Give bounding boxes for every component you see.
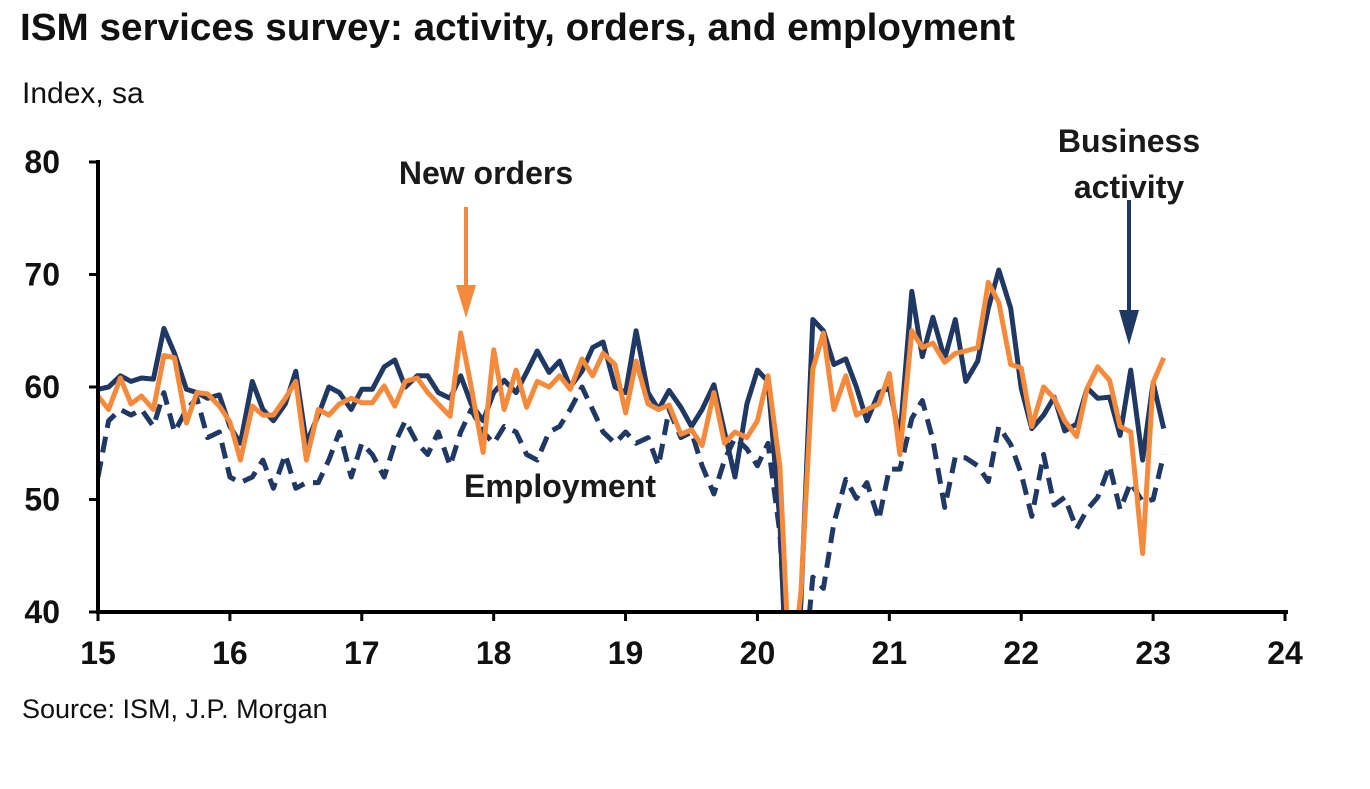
x-tick-label: 22 <box>1003 635 1039 671</box>
series-line <box>98 267 1167 612</box>
annotation: Employment <box>464 468 656 504</box>
chart-title: ISM services survey: activity, orders, a… <box>20 7 1015 49</box>
x-tick-label: 15 <box>80 635 116 671</box>
x-tick-label: 16 <box>212 635 248 671</box>
subtitle: Index, sa <box>22 77 144 110</box>
y-tick-label: 70 <box>24 257 60 293</box>
x-tick-label: 24 <box>1267 635 1303 671</box>
arrow-head <box>456 285 476 318</box>
x-tick-label: 19 <box>608 635 644 671</box>
x-tick-label: 18 <box>476 635 512 671</box>
source: Source: ISM, J.P. Morgan <box>22 694 328 724</box>
annotation: New orders <box>399 155 573 191</box>
x-tick-label: 20 <box>740 635 776 671</box>
y-tick-label: 40 <box>24 594 60 630</box>
x-tick-label: 23 <box>1135 635 1171 671</box>
x-tick-label: 17 <box>344 635 380 671</box>
annotation: Business <box>1058 123 1200 159</box>
arrow-head <box>1119 310 1139 345</box>
y-tick-label: 50 <box>24 482 60 518</box>
series-line <box>98 279 1166 612</box>
plot-area <box>98 267 1167 612</box>
series-line <box>98 384 1167 612</box>
y-tick-label: 60 <box>24 369 60 405</box>
y-tick-label: 80 <box>24 144 60 180</box>
x-tick-label: 21 <box>872 635 908 671</box>
annotation: activity <box>1074 169 1184 205</box>
